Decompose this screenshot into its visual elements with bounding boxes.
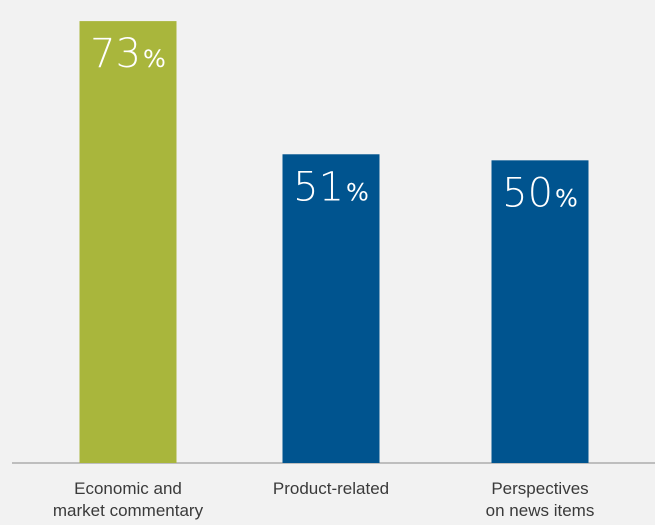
category-label-line: Perspectives [491, 479, 588, 498]
data-label-1: 51% [293, 164, 369, 210]
category-label-2: Perspectives on news items [486, 479, 595, 520]
data-label-unit: % [555, 184, 578, 212]
data-label-unit: % [346, 178, 369, 206]
labels-layer: 73% Economic and market commentary 51% Produ… [53, 31, 594, 520]
category-label-line: on news items [486, 501, 595, 520]
category-label-0: Economic and market commentary [53, 479, 204, 520]
data-label-0: 73% [90, 31, 166, 77]
category-label-line: market commentary [53, 501, 204, 520]
bar-0 [79, 21, 177, 464]
bars-layer [79, 21, 589, 464]
category-label-line: Economic and [74, 479, 182, 498]
category-label-line: Product-related [273, 479, 389, 498]
data-label-value: 50 [502, 170, 553, 216]
category-label-1: Product-related [273, 479, 389, 498]
data-label-value: 73 [90, 31, 141, 77]
data-label-value: 51 [293, 164, 344, 210]
data-label-2: 50% [502, 170, 578, 216]
bar-1 [282, 154, 380, 463]
bar-2 [491, 160, 589, 464]
data-label-unit: % [143, 45, 166, 73]
